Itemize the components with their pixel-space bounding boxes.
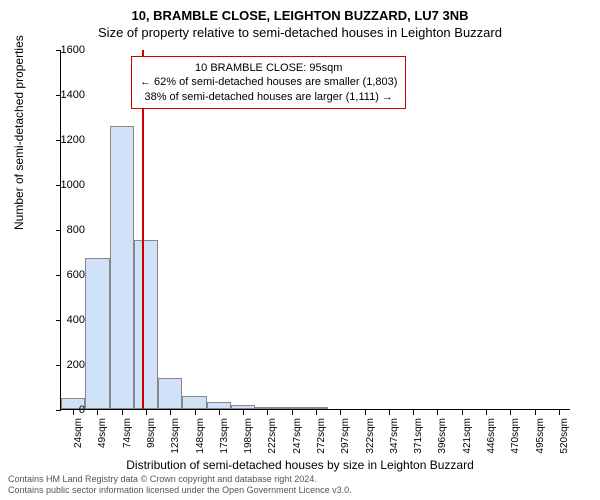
y-tick-label: 800 <box>45 224 85 236</box>
histogram-bar <box>182 396 206 410</box>
histogram-bar <box>85 258 109 409</box>
chart-container: 10, BRAMBLE CLOSE, LEIGHTON BUZZARD, LU7… <box>0 0 600 500</box>
annotation-line3: 38% of semi-detached houses are larger (… <box>140 90 397 104</box>
y-axis-label: Number of semi-detached properties <box>12 35 26 230</box>
footer-text: Contains HM Land Registry data © Crown c… <box>8 474 352 496</box>
x-tick-mark <box>219 410 220 415</box>
x-tick-mark <box>243 410 244 415</box>
x-tick-mark <box>389 410 390 415</box>
histogram-bar <box>231 405 255 410</box>
x-tick-mark <box>365 410 366 415</box>
histogram-bar <box>255 407 279 409</box>
x-tick-mark <box>170 410 171 415</box>
y-tick-label: 400 <box>45 314 85 326</box>
annotation-line2: ← 62% of semi-detached houses are smalle… <box>140 75 397 89</box>
x-tick-mark <box>292 410 293 415</box>
footer-line2: Contains public sector information licen… <box>8 485 352 496</box>
annotation-box: 10 BRAMBLE CLOSE: 95sqm ← 62% of semi-de… <box>131 56 406 109</box>
histogram-bar <box>280 407 304 409</box>
chart-title: 10, BRAMBLE CLOSE, LEIGHTON BUZZARD, LU7… <box>0 0 600 23</box>
histogram-bar <box>158 378 182 410</box>
x-tick-mark <box>97 410 98 415</box>
x-tick-mark <box>510 410 511 415</box>
chart-subtitle: Size of property relative to semi-detach… <box>0 23 600 44</box>
x-tick-mark <box>535 410 536 415</box>
x-tick-mark <box>462 410 463 415</box>
x-axis-label: Distribution of semi-detached houses by … <box>0 458 600 472</box>
x-tick-mark <box>195 410 196 415</box>
x-tick-mark <box>437 410 438 415</box>
histogram-bar <box>134 240 158 409</box>
y-tick-label: 1600 <box>45 44 85 56</box>
x-tick-mark <box>267 410 268 415</box>
histogram-bar <box>207 402 231 409</box>
y-tick-label: 200 <box>45 359 85 371</box>
x-tick-mark <box>340 410 341 415</box>
y-tick-label: 0 <box>45 404 85 416</box>
x-tick-mark <box>413 410 414 415</box>
y-tick-label: 1200 <box>45 134 85 146</box>
y-tick-label: 600 <box>45 269 85 281</box>
plot-area: 10 BRAMBLE CLOSE: 95sqm ← 62% of semi-de… <box>60 50 570 410</box>
x-tick-mark <box>559 410 560 415</box>
y-tick-label: 1400 <box>45 89 85 101</box>
x-tick-mark <box>146 410 147 415</box>
x-tick-mark <box>122 410 123 415</box>
x-tick-mark <box>316 410 317 415</box>
annotation-line1: 10 BRAMBLE CLOSE: 95sqm <box>140 61 397 75</box>
footer-line1: Contains HM Land Registry data © Crown c… <box>8 474 352 485</box>
histogram-bar <box>110 126 134 410</box>
y-tick-label: 1000 <box>45 179 85 191</box>
histogram-bar <box>304 407 328 409</box>
x-tick-mark <box>486 410 487 415</box>
